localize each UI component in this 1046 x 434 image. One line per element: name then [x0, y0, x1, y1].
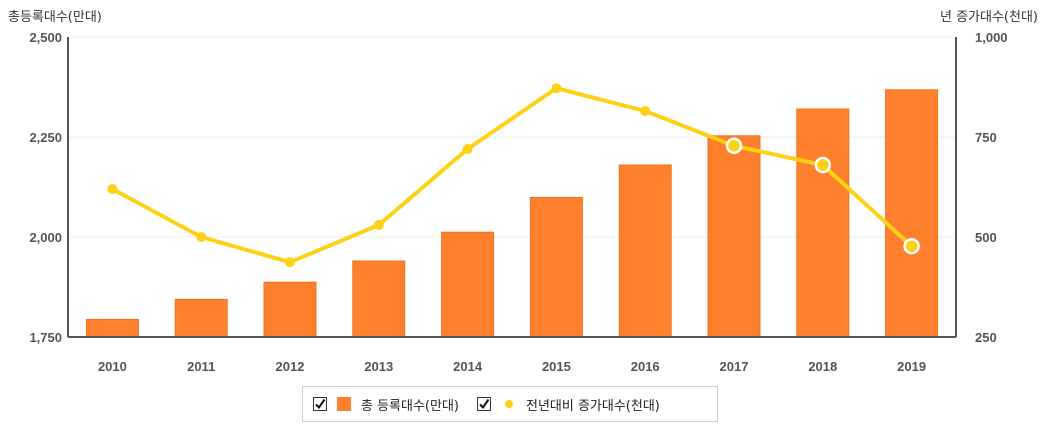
- line-point: [640, 106, 651, 116]
- x-tick-label: 2019: [897, 359, 926, 374]
- bar: [174, 298, 228, 338]
- bar: [618, 164, 672, 338]
- bar: [796, 108, 850, 338]
- legend: 총 등록대수(만대) 전년대비 증가대수(천대): [302, 386, 718, 422]
- bar: [263, 281, 317, 338]
- left-axis-title: 총등록대수(만대): [8, 10, 102, 25]
- line-series: [107, 83, 920, 268]
- bar-series: [85, 89, 939, 338]
- line-point: [551, 83, 562, 94]
- right-tick-label: 1,000: [975, 30, 1008, 45]
- x-tick-label: 2018: [808, 359, 837, 374]
- bar: [707, 135, 761, 338]
- line-point: [462, 144, 473, 154]
- x-tick-label: 2016: [631, 359, 660, 374]
- x-tick-label: 2017: [720, 359, 749, 374]
- bar: [885, 89, 939, 338]
- checkbox-checked-icon[interactable]: [477, 397, 491, 411]
- bar-swatch-icon: [337, 397, 351, 411]
- legend-item-bar[interactable]: 총 등록대수(만대): [313, 395, 459, 414]
- line-point: [285, 257, 295, 268]
- right-tick-label: 250: [975, 330, 997, 345]
- legend-label-line: 전년대비 증가대수(천대): [526, 398, 660, 414]
- left-tick-label: 2,000: [29, 230, 62, 245]
- x-tick-label: 2010: [98, 359, 127, 374]
- x-tick-label: 2013: [364, 359, 393, 374]
- left-tick-label: 2,250: [29, 130, 62, 145]
- checkbox-checked-icon[interactable]: [313, 397, 327, 411]
- right-tick-label: 750: [975, 130, 997, 145]
- left-tick-label: 2,500: [29, 30, 62, 45]
- x-tick-label: 2015: [542, 359, 571, 374]
- x-tick-label: 2014: [453, 359, 483, 374]
- legend-label-bar: 총 등록대수(만대): [361, 398, 459, 414]
- axes: 1,750 2,000 2,250 2,500 250 500 750 1,000 2010 20…: [29, 30, 1007, 374]
- line-swatch-icon: [505, 400, 513, 408]
- line-point: [725, 137, 743, 155]
- line-point: [903, 237, 920, 255]
- line-point: [373, 220, 384, 230]
- line-point: [196, 232, 207, 242]
- left-tick-label: 1,750: [29, 330, 62, 345]
- x-tick-label: 2011: [187, 359, 215, 374]
- bar: [85, 318, 139, 338]
- right-axis-title: 년 증가대수(천대): [940, 10, 1038, 25]
- right-tick-label: 500: [975, 230, 997, 245]
- line-point: [814, 156, 832, 174]
- series-line: [111, 86, 913, 265]
- bar: [529, 196, 583, 338]
- legend-item-line[interactable]: 전년대비 증가대수(천대): [477, 395, 660, 414]
- bar: [441, 231, 495, 338]
- line-point: [107, 184, 118, 194]
- bar: [352, 260, 406, 338]
- x-tick-label: 2012: [276, 359, 305, 374]
